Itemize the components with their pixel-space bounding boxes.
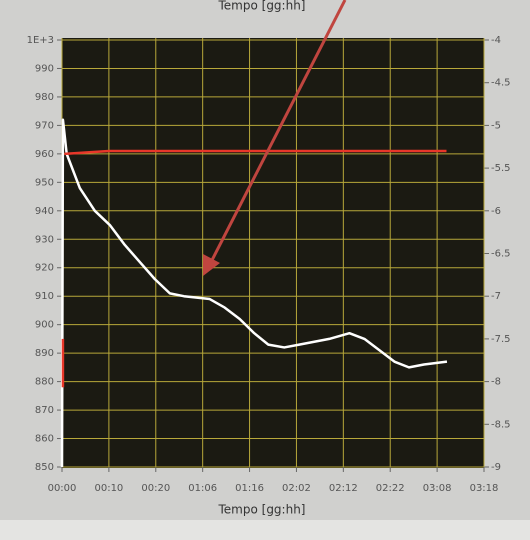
x-tick-label: 01:16 bbox=[235, 483, 264, 494]
y2-tick-label: -4.5 bbox=[491, 78, 511, 89]
y2-tick-label: -5.5 bbox=[491, 163, 511, 174]
x-axis-label: Tempo [gg:hh] bbox=[218, 503, 306, 517]
y2-tick-label: -9 bbox=[491, 462, 501, 473]
y2-tick-label: -8 bbox=[491, 377, 501, 388]
x-tick-label: 00:00 bbox=[48, 483, 77, 494]
y-tick-label: 1E+3 bbox=[27, 35, 54, 46]
y2-tick-label: -6 bbox=[491, 206, 501, 217]
x-tick-label: 02:22 bbox=[376, 483, 405, 494]
x-tick-label: 02:12 bbox=[329, 483, 358, 494]
y-tick-label: 880 bbox=[35, 377, 54, 388]
y-tick-label: 980 bbox=[35, 92, 54, 103]
x-tick-label: 03:18 bbox=[470, 483, 499, 494]
y2-tick-label: -6.5 bbox=[491, 249, 511, 260]
y-tick-label: 900 bbox=[35, 320, 54, 331]
y2-tick-label: -5 bbox=[491, 120, 501, 131]
y2-tick-label: -7.5 bbox=[491, 334, 511, 345]
y-tick-label: 870 bbox=[35, 405, 54, 416]
y-tick-label: 850 bbox=[35, 462, 54, 473]
y-tick-label: 970 bbox=[35, 120, 54, 131]
y-tick-label: 860 bbox=[35, 434, 54, 445]
y-tick-label: 910 bbox=[35, 291, 54, 302]
x-tick-label: 00:20 bbox=[141, 483, 170, 494]
chart: Tempo [gg:hh] 850 860 870 880 890 900 910 920 93… bbox=[0, 0, 530, 540]
y-tick-label: 890 bbox=[35, 348, 54, 359]
y-tick-label: 930 bbox=[35, 234, 54, 245]
y-tick-label: 920 bbox=[35, 263, 54, 274]
x-tick-label: 00:10 bbox=[94, 483, 123, 494]
x-tick-label: 02:02 bbox=[282, 483, 311, 494]
y-tick-label: 950 bbox=[35, 177, 54, 188]
y-tick-label: 990 bbox=[35, 63, 54, 74]
x-tick-label: 01:06 bbox=[188, 483, 217, 494]
plot-area bbox=[62, 38, 484, 468]
bottom-panel bbox=[0, 520, 530, 540]
y2-tick-label: -8.5 bbox=[491, 419, 511, 430]
y2-tick-label: -7 bbox=[491, 291, 501, 302]
y-tick-label: 960 bbox=[35, 149, 54, 160]
y2-tick-label: -4 bbox=[491, 35, 501, 46]
chart-title: Tempo [gg:hh] bbox=[218, 0, 306, 13]
x-tick-label: 03:08 bbox=[423, 483, 452, 494]
y-tick-label: 940 bbox=[35, 206, 54, 217]
